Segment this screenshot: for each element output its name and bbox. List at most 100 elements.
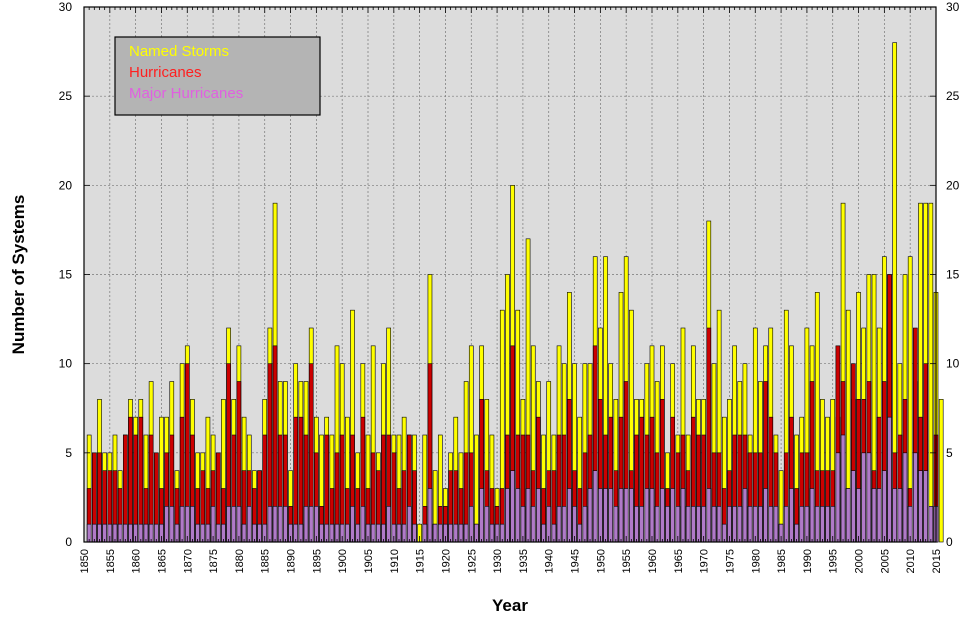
x-tick-label: 1875 [208, 549, 220, 573]
x-tick-label: 1910 [389, 549, 401, 573]
major-hurricanes-bar [732, 506, 737, 543]
named-storms-bar [938, 399, 944, 543]
major-hurricanes-bar [742, 488, 748, 543]
x-tick-label: 1855 [105, 549, 117, 573]
x-tick-label: 1885 [260, 549, 272, 573]
x-tick-label: 1905 [363, 549, 375, 573]
y-tick-label: 20 [59, 178, 73, 192]
x-tick-label: 1980 [750, 549, 762, 573]
major-hurricanes-bar [783, 506, 789, 543]
major-hurricanes-bar [845, 488, 851, 543]
x-tick-label: 1960 [647, 549, 659, 573]
major-hurricanes-bar [303, 506, 309, 543]
major-hurricanes-bar [840, 434, 846, 543]
x-tick-label: 1945 [570, 549, 582, 573]
major-hurricanes-bar [561, 506, 567, 543]
major-hurricanes-bar [406, 506, 412, 543]
y-tick-label: 25 [59, 89, 73, 103]
x-tick-label: 1900 [337, 549, 349, 573]
major-hurricanes-bar [918, 470, 923, 543]
bars [86, 42, 944, 543]
major-hurricanes-bar [427, 488, 433, 543]
major-hurricanes-bar [530, 506, 536, 543]
major-hurricanes-bar [902, 452, 908, 543]
major-hurricanes-bar [928, 506, 934, 543]
major-hurricanes-bar [737, 506, 743, 543]
major-hurricanes-bar [598, 488, 603, 543]
x-tick-label: 1890 [286, 549, 298, 573]
major-hurricanes-bar [246, 506, 252, 543]
major-hurricanes-bar [856, 488, 861, 543]
major-hurricanes-bar [892, 488, 898, 543]
major-hurricanes-bar [644, 488, 650, 543]
x-tick-label: 1930 [492, 549, 504, 573]
legend-entry-hurricanes: Hurricanes [129, 64, 202, 81]
y-tick-label-right: 20 [946, 178, 960, 192]
major-hurricanes-bar [851, 470, 856, 543]
x-tick-label: 1860 [131, 549, 143, 573]
major-hurricanes-bar [763, 488, 768, 543]
major-hurricanes-bar [690, 506, 696, 543]
y-tick-label: 0 [65, 535, 72, 549]
major-hurricanes-bar [799, 506, 805, 543]
hurricanes-bar [128, 416, 133, 543]
y-tick-label-right: 5 [946, 446, 953, 460]
major-hurricanes-bar [747, 506, 753, 543]
legend-entry-major-hurricanes: Major Hurricanes [129, 85, 243, 102]
major-hurricanes-bar [479, 488, 484, 543]
major-hurricanes-bar [923, 470, 928, 543]
major-hurricanes-bar [484, 506, 490, 543]
major-hurricanes-bar [814, 506, 820, 543]
major-hurricanes-bar [231, 506, 237, 543]
major-hurricanes-bar [876, 488, 882, 543]
major-hurricanes-bar [567, 488, 572, 543]
major-hurricanes-bar [613, 506, 619, 543]
major-hurricanes-bar [706, 488, 712, 543]
major-hurricanes-bar [789, 488, 794, 543]
x-axis-title: Year [492, 596, 528, 615]
x-tick-label: 1975 [724, 549, 736, 573]
x-tick-label: 1895 [311, 549, 323, 573]
y-axis-title: Number of Systems [9, 195, 28, 355]
major-hurricanes-bar [871, 488, 877, 543]
major-hurricanes-bar [820, 506, 825, 543]
major-hurricanes-bar [897, 488, 903, 543]
major-hurricanes-bar [505, 488, 510, 543]
y-tick-label: 30 [59, 0, 73, 14]
major-hurricanes-bar [825, 506, 830, 543]
y-tick-label-right: 30 [946, 0, 960, 14]
major-hurricanes-bar [758, 506, 763, 543]
y-tick-label: 15 [59, 268, 73, 282]
y-tick-label: 5 [65, 446, 72, 460]
legend: Named Storms Hurricanes Major Hurricanes [114, 36, 321, 116]
major-hurricanes-bar [515, 488, 521, 543]
x-tick-label: 1940 [544, 549, 556, 573]
major-hurricanes-bar [350, 506, 355, 543]
x-tick-label: 2005 [879, 549, 891, 573]
named-storms-bar [928, 202, 934, 543]
hurricanes-bar [138, 416, 144, 543]
legend-entry-named-storms: Named Storms [129, 43, 229, 60]
hurricanes-bar [298, 416, 304, 543]
major-hurricanes-bar [696, 506, 701, 543]
major-hurricanes-bar [882, 470, 887, 543]
y-tick-label-right: 10 [946, 357, 960, 371]
major-hurricanes-bar [556, 506, 562, 543]
major-hurricanes-bar [809, 488, 815, 543]
major-hurricanes-bar [913, 452, 918, 543]
major-hurricanes-bar [267, 506, 273, 543]
major-hurricanes-bar [308, 506, 314, 543]
major-hurricanes-bar [618, 488, 624, 543]
x-tick-label: 1865 [156, 549, 168, 573]
y-tick-label: 10 [59, 357, 73, 371]
major-hurricanes-bar [716, 506, 722, 543]
y-tick-label-right: 0 [946, 535, 953, 549]
major-hurricanes-bar [226, 506, 231, 543]
major-hurricanes-bar [582, 506, 588, 543]
major-hurricanes-bar [887, 416, 892, 543]
major-hurricanes-bar [711, 506, 717, 543]
major-hurricanes-bar [525, 488, 531, 543]
major-hurricanes-bar [179, 506, 185, 543]
